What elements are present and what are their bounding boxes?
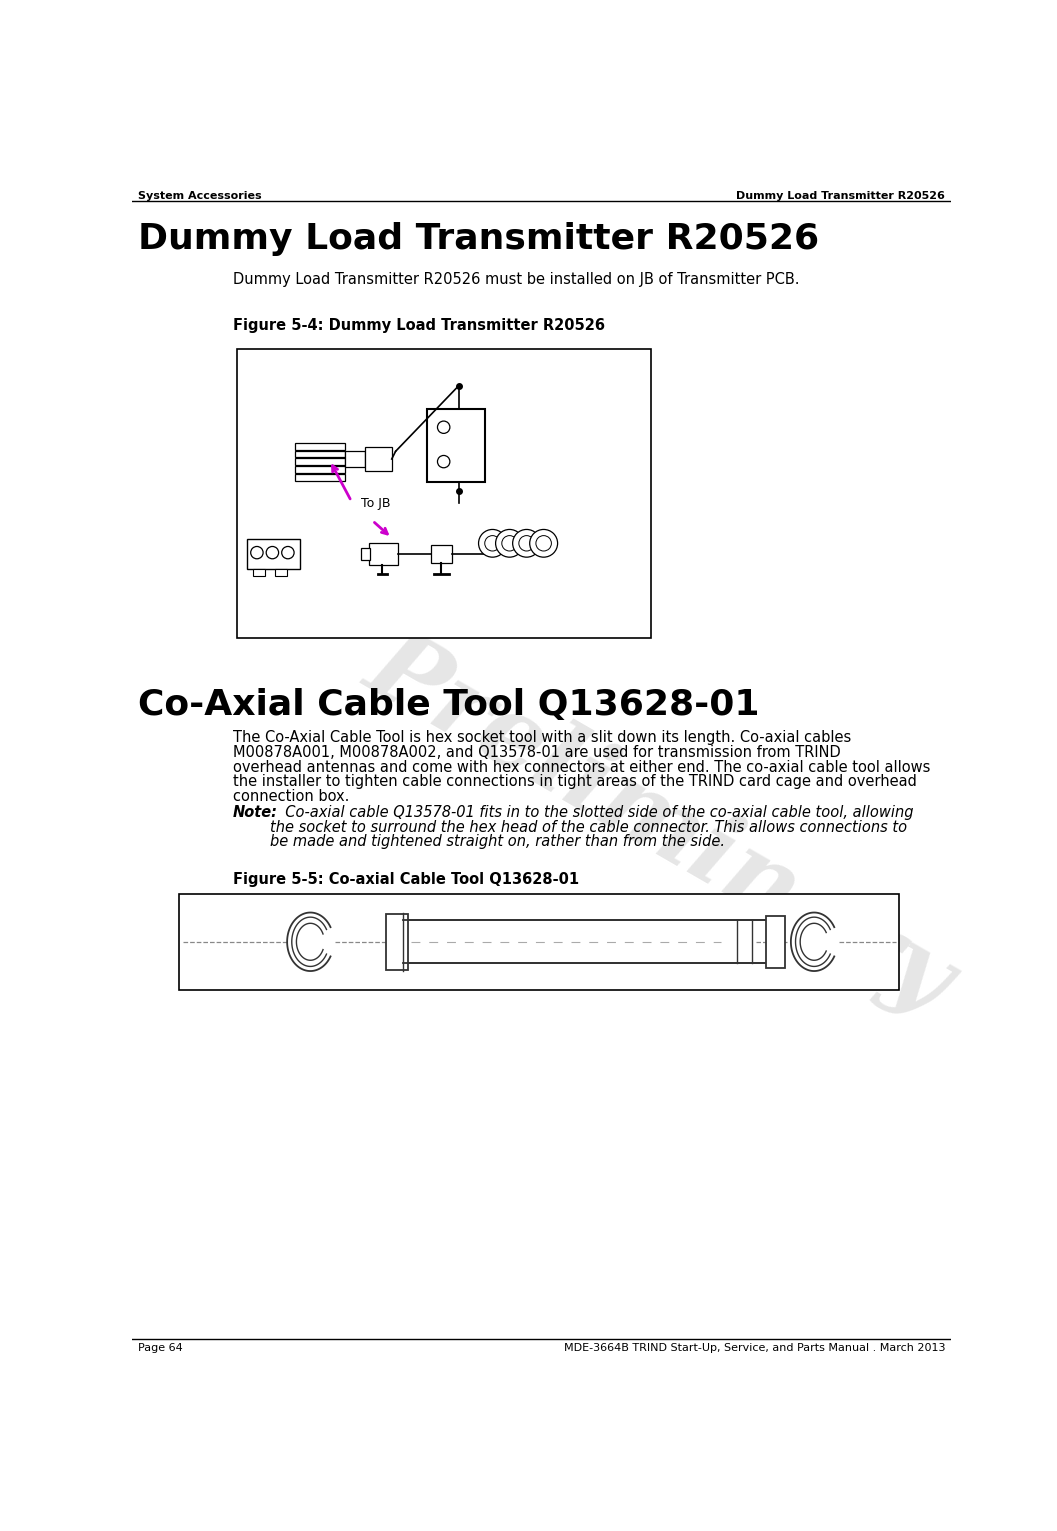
Text: Dummy Load Transmitter R20526 must be installed on JB of Transmitter PCB.: Dummy Load Transmitter R20526 must be in… (233, 273, 799, 288)
Circle shape (502, 536, 517, 551)
Bar (365, 447, 392, 472)
Bar (346, 452, 365, 467)
Circle shape (485, 536, 500, 551)
Circle shape (513, 530, 540, 557)
Text: the socket to surround the hex head of the cable connector. This allows connecti: the socket to surround the hex head of t… (233, 819, 907, 834)
Circle shape (266, 547, 279, 559)
Bar (430, 545, 452, 563)
Circle shape (282, 547, 294, 559)
Text: connection box.: connection box. (233, 788, 349, 804)
Text: MDE-3664B TRIND Start-Up, Service, and Parts Manual . March 2013: MDE-3664B TRIND Start-Up, Service, and P… (563, 1343, 945, 1352)
Text: Page 64: Page 64 (138, 1343, 183, 1352)
Text: Co-Axial Cable Tool Q13628-01: Co-Axial Cable Tool Q13628-01 (138, 687, 760, 723)
Bar (295, 458, 346, 465)
Circle shape (519, 536, 535, 551)
Text: To JB: To JB (360, 498, 390, 510)
Circle shape (536, 536, 552, 551)
Bar (295, 465, 346, 473)
Text: Dummy Load Transmitter R20526: Dummy Load Transmitter R20526 (138, 222, 819, 256)
Text: Co-axial cable Q13578-01 fits in to the slotted side of the co-axial cable tool,: Co-axial cable Q13578-01 fits in to the … (276, 805, 913, 821)
Bar (386, 914, 408, 969)
Text: The Co-Axial Cable Tool is hex socket tool with a slit down its length. Co-axial: The Co-Axial Cable Tool is hex socket to… (233, 730, 851, 746)
Circle shape (479, 530, 506, 557)
Bar (404, 920, 783, 963)
Bar (295, 442, 346, 450)
Text: the installer to tighten cable connections in tight areas of the TRIND card cage: the installer to tighten cable connectio… (233, 775, 916, 790)
Bar (275, 568, 288, 576)
Circle shape (438, 455, 450, 468)
Circle shape (496, 530, 523, 557)
Circle shape (530, 530, 558, 557)
Bar (295, 473, 346, 481)
Text: Dummy Load Transmitter R20526: Dummy Load Transmitter R20526 (737, 191, 945, 202)
Bar (369, 544, 397, 565)
Text: overhead antennas and come with hex connectors at either end. The co-axial cable: overhead antennas and come with hex conn… (233, 759, 930, 775)
Text: System Accessories: System Accessories (138, 191, 262, 202)
Text: Figure 5-4: Dummy Load Transmitter R20526: Figure 5-4: Dummy Load Transmitter R2052… (233, 318, 605, 334)
Bar (179, 894, 900, 991)
Bar (766, 916, 785, 968)
Bar (253, 568, 265, 576)
Bar (247, 539, 299, 568)
Bar (295, 450, 346, 458)
Text: M00878A001, M00878A002, and Q13578-01 are used for transmission from TRIND: M00878A001, M00878A002, and Q13578-01 ar… (233, 746, 840, 759)
Circle shape (438, 421, 450, 433)
Text: be made and tightened straight on, rather than from the side.: be made and tightened straight on, rathe… (233, 834, 725, 850)
Text: Preliminary: Preliminary (349, 617, 969, 1030)
Bar (427, 409, 485, 482)
Bar (360, 548, 370, 560)
Text: Figure 5-5: Co-axial Cable Tool Q13628-01: Figure 5-5: Co-axial Cable Tool Q13628-0… (233, 873, 579, 886)
Circle shape (251, 547, 263, 559)
Text: Note:: Note: (233, 805, 278, 821)
Bar (237, 349, 651, 638)
